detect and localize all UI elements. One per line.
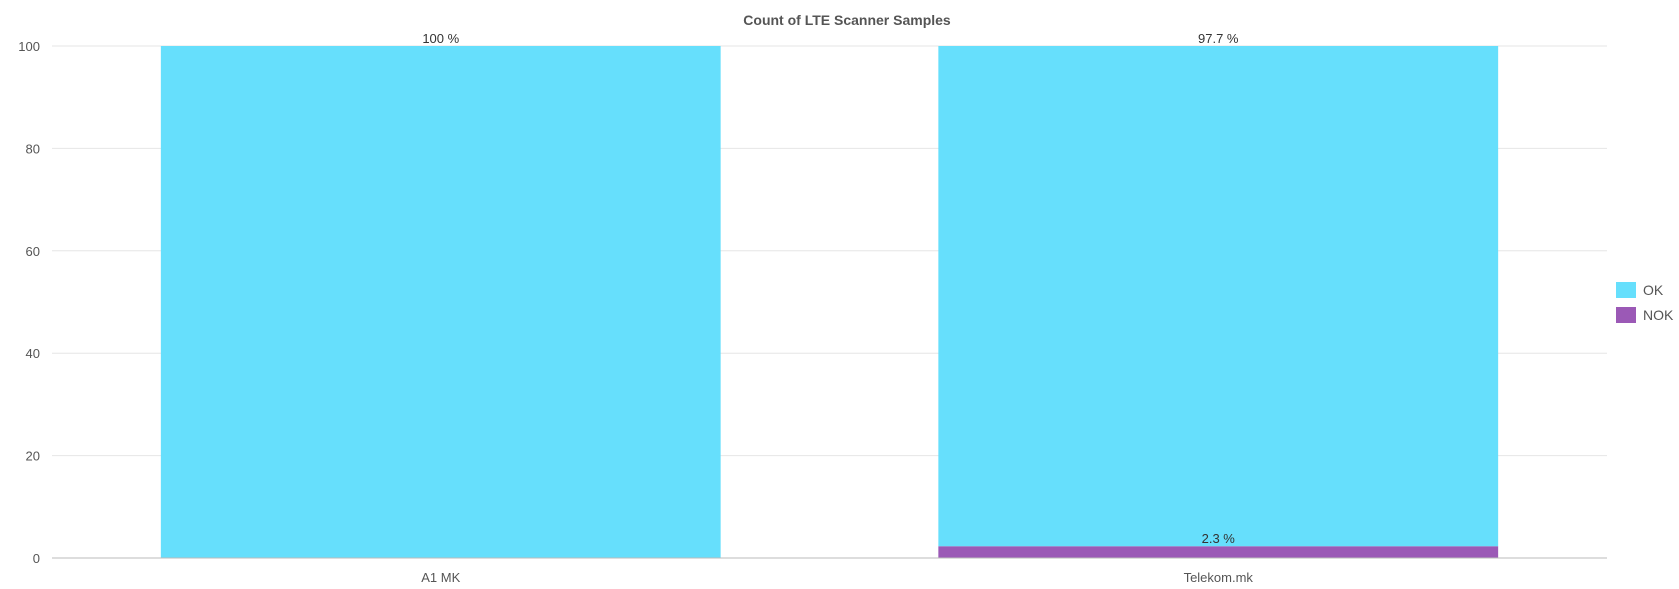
legend-swatch-ok [1616,282,1636,298]
data-label: 100 % [422,31,459,46]
data-label: 97.7 % [1198,31,1239,46]
data-label: 2.3 % [1202,531,1236,546]
bars [160,46,1499,558]
legend: OK NOK [1616,282,1674,323]
x-category-label: A1 MK [421,570,460,585]
data-labels: 100 % 2.3 % 97.7 % [422,31,1239,546]
x-axis-categories: A1 MK Telekom.mk [421,570,1253,585]
y-tick-label: 60 [26,244,40,259]
legend-label-nok: NOK [1643,307,1674,323]
legend-swatch-nok [1616,307,1636,323]
y-tick-label: 0 [33,551,40,566]
y-tick-label: 80 [26,141,40,156]
bar-ok-telekom-mk [938,46,1499,547]
bar-nok-telekom-mk [938,546,1499,558]
y-tick-label: 40 [26,346,40,361]
y-tick-label: 100 [18,39,40,54]
y-axis-ticks: 0 20 40 60 80 100 [18,39,40,566]
y-tick-label: 20 [26,449,40,464]
chart-title: Count of LTE Scanner Samples [743,12,951,28]
x-category-label: Telekom.mk [1184,570,1254,585]
legend-label-ok: OK [1643,282,1664,298]
bar-ok-a1-mk [160,46,721,558]
